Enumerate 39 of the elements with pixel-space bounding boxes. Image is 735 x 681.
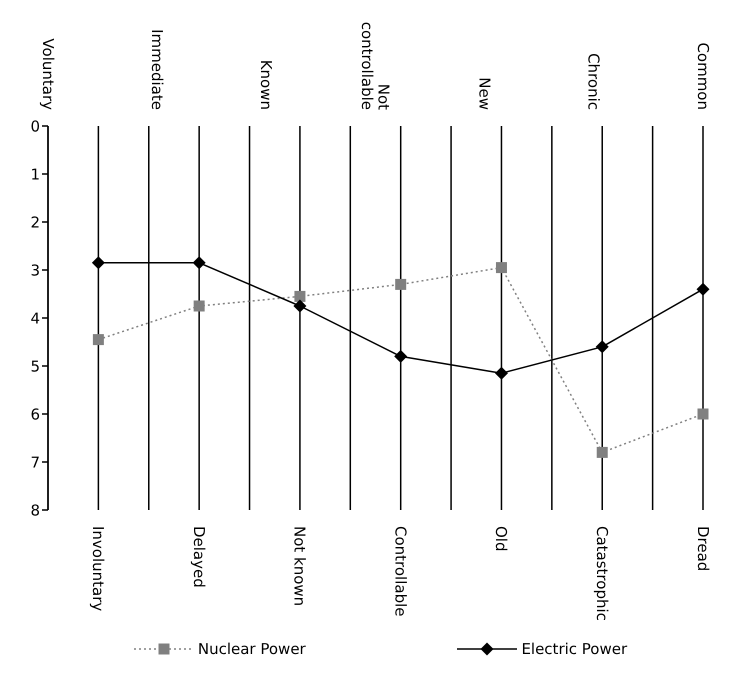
y-tick-label: 5 [30, 357, 40, 376]
legend-label: Nuclear Power [198, 640, 306, 658]
x-tick-label: Controllable [391, 526, 410, 616]
text: Known [257, 60, 276, 110]
y-tick-label: 2 [30, 213, 40, 232]
point [92, 256, 105, 270]
point [696, 282, 710, 296]
y-tick-label: 0 [30, 117, 40, 136]
point [294, 290, 306, 302]
x-tick-label: Dread [694, 526, 712, 572]
point [92, 334, 104, 346]
point [596, 446, 608, 458]
y-tick-label: 3 [30, 261, 40, 280]
x-tick-label: Involuntary [89, 526, 108, 612]
text: Not controllable [358, 22, 392, 110]
x-tick-label: Not known [290, 526, 309, 606]
point [496, 262, 507, 274]
text: New [475, 77, 494, 110]
y-tick-label: 4 [30, 309, 40, 328]
text: Immediate [148, 29, 166, 110]
legend-label: Electric Power [521, 640, 628, 658]
point [394, 350, 408, 363]
point [192, 256, 206, 270]
y-tick-label: 7 [30, 453, 40, 472]
point [494, 366, 508, 380]
point [698, 408, 708, 420]
x-tick-label: Delayed [190, 526, 208, 588]
y-tick-label: 6 [30, 405, 40, 424]
y-tick-label: 8 [30, 501, 40, 520]
point [293, 300, 306, 312]
text: Voluntary [38, 38, 57, 110]
y-tick-label: 1 [30, 165, 40, 184]
text: Chronic [584, 53, 603, 110]
x-tick-label: Old [492, 526, 510, 552]
text: Common [694, 42, 712, 110]
point [395, 278, 406, 290]
point [194, 300, 205, 312]
point [596, 340, 609, 354]
x-tick-label: Catastrophic [592, 526, 611, 621]
